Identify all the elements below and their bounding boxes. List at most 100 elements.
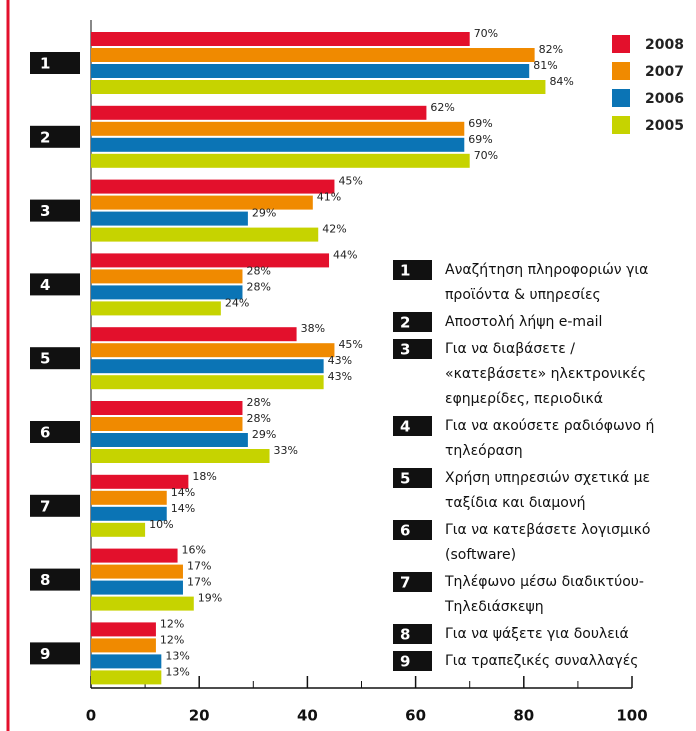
value-label: 70%	[474, 149, 498, 162]
value-label: 10%	[149, 518, 173, 531]
legend-label: 2006	[645, 91, 684, 107]
value-label: 41%	[317, 191, 341, 204]
x-tick-label: 60	[405, 707, 426, 725]
group-label: 7	[40, 497, 50, 515]
value-label: 45%	[338, 338, 362, 351]
value-label: 81%	[533, 59, 557, 72]
x-tick-label: 40	[297, 707, 318, 725]
category-description: (software)	[445, 547, 516, 563]
legend-number-box	[393, 260, 432, 280]
group-label-box	[30, 273, 80, 296]
value-label: 69%	[468, 133, 492, 146]
legend-number-box	[393, 416, 432, 436]
bar	[91, 506, 167, 521]
legend-label: 2008	[645, 37, 684, 53]
bar	[91, 548, 178, 563]
legend-number-box	[393, 312, 432, 332]
group-label: 9	[40, 645, 50, 663]
value-label: 69%	[468, 117, 492, 130]
category-description: προϊόντα & υπηρεσίες	[445, 287, 601, 303]
group-label-box	[30, 494, 80, 517]
category-description: Για τραπεζικές συναλλαγές	[445, 653, 638, 669]
value-label: 24%	[225, 296, 249, 309]
bar	[91, 80, 546, 94]
legend-label: 2005	[645, 118, 684, 134]
value-label: 16%	[182, 544, 206, 557]
value-label: 13%	[165, 665, 189, 678]
bar	[91, 137, 465, 152]
bar	[91, 105, 427, 120]
x-tick-label: 100	[616, 707, 647, 725]
bar	[91, 343, 335, 358]
bar	[91, 564, 183, 579]
category-description: Τηλέφωνο μέσω διαδικτύου-	[444, 574, 644, 590]
legend-number: 4	[400, 418, 410, 436]
legend-number: 2	[400, 314, 410, 332]
bar	[91, 474, 189, 489]
legend-number-box	[393, 624, 432, 644]
legend-number: 1	[400, 262, 410, 280]
bar	[91, 401, 243, 415]
bar	[91, 670, 162, 685]
bar	[91, 654, 162, 669]
bar	[91, 269, 243, 284]
group-label: 6	[40, 424, 50, 442]
group-label: 1	[40, 55, 50, 73]
value-label: 17%	[187, 560, 211, 573]
bar	[91, 375, 324, 390]
value-label: 38%	[301, 322, 325, 335]
value-label: 28%	[246, 412, 270, 425]
x-tick-label: 20	[189, 707, 210, 725]
group-label: 2	[40, 128, 50, 146]
category-description: Για να ακούσετε ραδιόφωνο ή	[445, 418, 654, 434]
value-label: 14%	[171, 502, 195, 515]
legend-number: 7	[400, 574, 410, 592]
bar	[91, 522, 146, 537]
x-tick-label: 0	[86, 707, 96, 725]
bar	[91, 121, 465, 136]
value-label: 29%	[252, 428, 276, 441]
legend-swatch	[612, 116, 630, 134]
bar	[91, 638, 156, 653]
legend-number: 9	[400, 653, 410, 671]
value-label: 28%	[246, 280, 270, 293]
category-description: ταξίδια και διαμονή	[445, 495, 586, 511]
group-label: 5	[40, 350, 50, 368]
group-label: 3	[40, 202, 50, 220]
legend-number-box	[393, 339, 432, 359]
bar	[91, 211, 248, 226]
value-label: 44%	[333, 248, 357, 261]
bar	[91, 580, 183, 595]
group-label-box	[30, 421, 80, 443]
legend-swatch	[612, 62, 630, 80]
group-label: 8	[40, 571, 50, 589]
legend-number: 6	[400, 522, 410, 540]
category-description: Χρήση υπηρεσιών σχετικά με	[445, 470, 650, 486]
value-label: 45%	[338, 175, 362, 188]
value-label: 28%	[246, 396, 270, 409]
legend-number: 3	[400, 341, 410, 359]
bar	[91, 596, 194, 611]
bar	[91, 227, 319, 242]
bar	[91, 359, 324, 374]
bar	[91, 253, 330, 268]
value-label: 33%	[274, 444, 298, 457]
value-label: 82%	[539, 43, 563, 56]
group-label-box	[30, 642, 80, 665]
bar	[91, 285, 243, 300]
group-label-box	[30, 199, 80, 222]
bar	[91, 301, 221, 316]
category-description: Για να διαβάσετε /	[445, 341, 575, 357]
value-label: 18%	[192, 470, 216, 483]
value-label: 84%	[549, 75, 573, 88]
value-label: 19%	[198, 592, 222, 605]
bar	[91, 622, 156, 637]
bar	[91, 153, 470, 168]
legend-swatch	[612, 89, 630, 107]
bar	[91, 179, 335, 194]
group-label: 4	[40, 276, 50, 294]
value-label: 13%	[165, 649, 189, 662]
value-label: 14%	[171, 486, 195, 499]
value-label: 43%	[328, 370, 352, 383]
